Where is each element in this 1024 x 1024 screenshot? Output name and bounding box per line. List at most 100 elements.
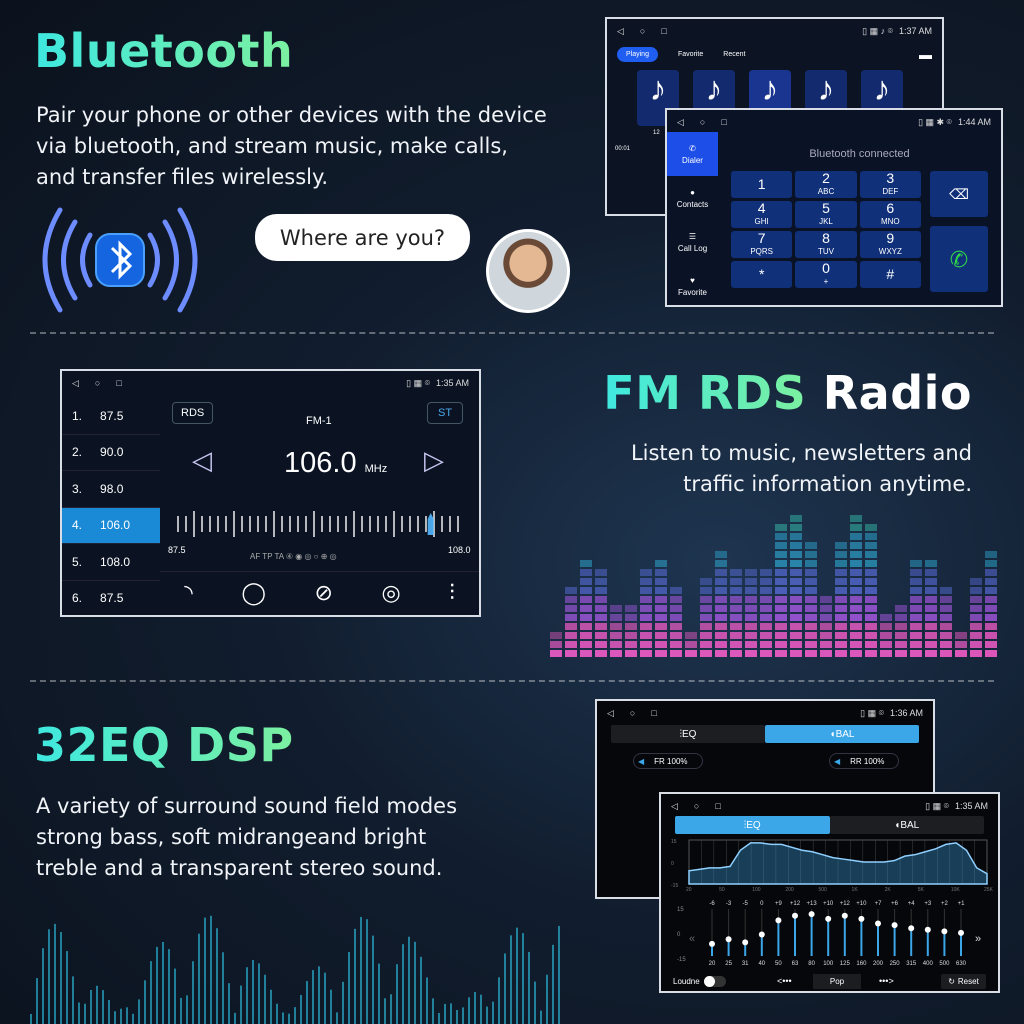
search-icon[interactable]: ◯ bbox=[241, 580, 266, 605]
eq-block bbox=[580, 623, 592, 630]
rds-signal-icon[interactable]: ◝ bbox=[184, 580, 193, 605]
slider-handle[interactable] bbox=[858, 915, 865, 922]
slider-handle[interactable] bbox=[725, 936, 732, 943]
key-button[interactable]: 9 WXYZ bbox=[859, 231, 921, 258]
tab-eq[interactable]: ⫶ EQ bbox=[675, 816, 830, 834]
back-icon[interactable]: ◁ bbox=[677, 116, 684, 127]
home-icon[interactable]: ○ bbox=[699, 117, 706, 127]
scan-icon[interactable]: ⊘ bbox=[314, 580, 333, 605]
key-button[interactable]: 0 + bbox=[795, 261, 857, 288]
eq-block bbox=[610, 623, 622, 630]
home-icon[interactable]: ○ bbox=[693, 801, 700, 811]
seek-next-button[interactable]: ▷ bbox=[424, 445, 444, 475]
key-button[interactable]: 1 bbox=[731, 171, 793, 198]
preset-item[interactable]: 6. 87.5 bbox=[62, 581, 160, 616]
wave-bar bbox=[216, 928, 218, 1024]
recents-icon[interactable]: □ bbox=[116, 378, 122, 388]
wave-bar bbox=[372, 935, 374, 1024]
wave-bar bbox=[252, 959, 254, 1024]
slider-handle[interactable] bbox=[841, 912, 848, 919]
slider-handle[interactable] bbox=[709, 940, 715, 947]
stereo-button[interactable]: ST bbox=[427, 402, 464, 424]
tab-recent[interactable]: Recent bbox=[723, 51, 746, 58]
tuning-dial[interactable] bbox=[174, 507, 464, 541]
preset-item[interactable]: 3. 98.0 bbox=[62, 471, 160, 508]
back-icon[interactable]: ◁ bbox=[607, 707, 614, 718]
reset-button[interactable]: ↻ Reset bbox=[941, 974, 986, 989]
tab-favorite[interactable]: Favorite bbox=[677, 51, 704, 58]
key-button[interactable]: 6 MNO bbox=[859, 201, 921, 228]
recents-icon[interactable]: □ bbox=[651, 708, 657, 718]
slider-handle[interactable] bbox=[808, 911, 815, 918]
key-button[interactable]: 3 DEF bbox=[859, 171, 921, 198]
eq-block bbox=[790, 596, 802, 603]
eq-block bbox=[985, 614, 997, 621]
next-preset-button[interactable]: •••> bbox=[879, 976, 894, 986]
home-icon[interactable]: ○ bbox=[94, 378, 101, 388]
loudness-toggle[interactable]: Loudne bbox=[673, 976, 726, 987]
preset-item[interactable]: 1. 87.5 bbox=[62, 398, 160, 435]
preset-name[interactable]: Pop bbox=[813, 974, 861, 989]
tab-playing[interactable]: Playing bbox=[617, 47, 658, 62]
slider-handle[interactable] bbox=[958, 929, 964, 936]
rds-button[interactable]: RDS bbox=[172, 402, 214, 424]
recents-icon[interactable]: □ bbox=[721, 117, 727, 127]
home-icon[interactable]: ○ bbox=[629, 708, 636, 718]
tab-bal[interactable]: ◖ BAL bbox=[829, 816, 984, 834]
home-icon[interactable]: ○ bbox=[639, 26, 646, 36]
preset-item[interactable]: 4. 106.0 bbox=[62, 507, 160, 544]
equalizer-icon[interactable]: ⫶ bbox=[449, 580, 455, 605]
broadcast-icon[interactable]: ◎ bbox=[381, 580, 401, 605]
slider-handle[interactable] bbox=[825, 915, 832, 922]
recents-icon[interactable]: □ bbox=[715, 801, 721, 811]
slider-handle[interactable] bbox=[742, 939, 749, 946]
eq-block bbox=[970, 650, 982, 657]
front-right-level[interactable]: ◀ FR 100% bbox=[633, 753, 703, 769]
back-icon[interactable]: ◁ bbox=[671, 800, 678, 811]
eq-block bbox=[655, 578, 667, 585]
seek-prev-button[interactable]: ◁ bbox=[192, 445, 212, 475]
toggle-switch[interactable] bbox=[703, 976, 726, 987]
slider-handle[interactable] bbox=[908, 925, 915, 932]
sidebar-item-dialer[interactable]: ✆ Dialer bbox=[667, 132, 718, 176]
slider-handle[interactable] bbox=[941, 928, 948, 935]
letters: + bbox=[823, 276, 829, 286]
recents-icon[interactable]: □ bbox=[661, 26, 667, 36]
freq-max: 108.0 bbox=[448, 545, 471, 555]
key-button[interactable]: 8 TUV bbox=[795, 231, 857, 258]
key-button[interactable]: # bbox=[859, 261, 921, 288]
slider-handle[interactable] bbox=[792, 912, 798, 919]
bluetooth-description: Pair your phone or other devices with th… bbox=[36, 100, 547, 193]
key-button[interactable]: 2 ABC bbox=[795, 171, 857, 198]
slider-handle[interactable] bbox=[775, 917, 782, 924]
back-icon[interactable]: ◁ bbox=[617, 25, 624, 36]
folder-icon[interactable]: ▬ bbox=[919, 47, 932, 62]
sidebar-item-call-log[interactable]: ☰ Call Log bbox=[667, 220, 718, 264]
prev-preset-button[interactable]: <••• bbox=[777, 976, 792, 986]
key-button[interactable]: * bbox=[731, 261, 793, 288]
back-icon[interactable]: ◁ bbox=[72, 377, 79, 388]
wave-bar bbox=[162, 941, 164, 1024]
backspace-button[interactable]: ⌫ bbox=[930, 171, 988, 217]
sidebar-item-favorite[interactable]: ♥ Favorite bbox=[667, 264, 718, 305]
slider-handle[interactable] bbox=[924, 926, 931, 933]
preset-item[interactable]: 2. 90.0 bbox=[62, 435, 160, 471]
wave-bar bbox=[414, 941, 416, 1024]
eq-block bbox=[655, 605, 667, 612]
key-button[interactable]: 5 JKL bbox=[795, 201, 857, 228]
key-button[interactable]: 4 GHI bbox=[731, 201, 793, 228]
slider-handle[interactable] bbox=[891, 922, 898, 929]
tab-eq[interactable]: ⫶ EQ bbox=[611, 725, 765, 743]
key-button[interactable]: 7 PQRS bbox=[731, 231, 793, 258]
slider-handle[interactable] bbox=[758, 931, 765, 938]
slider-handle[interactable] bbox=[875, 920, 881, 927]
wave-bar bbox=[192, 961, 194, 1024]
index: 3. bbox=[72, 481, 83, 496]
sidebar-item-contacts[interactable]: ● Contacts bbox=[667, 176, 718, 220]
rear-right-level[interactable]: ◀ RR 100% bbox=[829, 753, 899, 769]
eq-block bbox=[910, 569, 922, 576]
call-button[interactable]: ✆ bbox=[930, 226, 988, 292]
eq-block bbox=[595, 578, 607, 585]
tab-bal[interactable]: ◖ BAL bbox=[765, 725, 919, 743]
preset-item[interactable]: 5. 108.0 bbox=[62, 544, 160, 581]
